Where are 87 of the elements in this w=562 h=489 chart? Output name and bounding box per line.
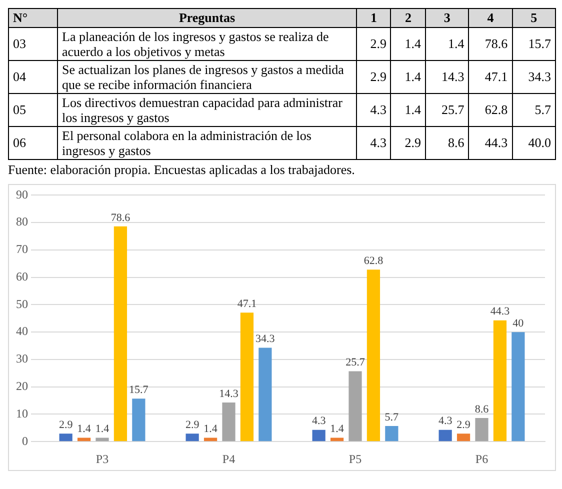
data-label: 14.3 <box>219 388 239 400</box>
bar <box>114 226 128 442</box>
data-label: 1.4 <box>425 28 469 60</box>
y-axis-title: Preguntas <box>58 8 356 28</box>
y-tick-label: 50 <box>16 296 28 311</box>
x-tick-label: 5 <box>512 8 556 28</box>
data-label: 40 <box>512 317 524 330</box>
data-label: 34.3 <box>512 60 556 94</box>
data-label: 44.3 <box>468 126 512 160</box>
y-tick-label: La planeación de los ingresos y gastos se realiza de acuerdo a los objetivos y metas <box>58 28 356 60</box>
bar <box>258 348 272 442</box>
bar <box>186 434 199 442</box>
y-tick-label: 0 <box>22 434 28 448</box>
bar <box>59 434 72 442</box>
x-tick-label: P5 <box>348 452 362 466</box>
data-label: 4.3 <box>312 415 326 428</box>
data-label: 15.7 <box>512 28 556 60</box>
data-label: 2.9 <box>390 126 426 160</box>
bar <box>132 398 146 442</box>
data-label: 8.6 <box>474 403 490 416</box>
y-tick-label: El personal colabora en la administración de los ingresos y gastos <box>58 126 356 160</box>
x-tick-label: P6 <box>475 452 488 466</box>
data-label: 44.3 <box>490 306 510 318</box>
data-label: 15.7 <box>129 384 149 396</box>
bar <box>240 312 254 442</box>
data-label: 2.9 <box>356 28 391 60</box>
y-tick-label: 40 <box>16 324 28 338</box>
data-label: 25.7 <box>346 356 366 369</box>
data-label: 1.4 <box>390 60 426 94</box>
x-tick-label: P3 <box>96 452 109 466</box>
data-label: 4.3 <box>356 94 391 126</box>
data-label: 78.6 <box>468 28 512 60</box>
y-tick-label: 10 <box>16 406 28 420</box>
y2-axis-title: N° <box>8 8 58 28</box>
data-label: 62.8 <box>468 94 512 126</box>
y-tick-label: 90 <box>16 187 28 202</box>
y2-tick-label: 05 <box>8 94 58 126</box>
bar <box>312 430 326 442</box>
x-tick-label: 4 <box>468 8 512 28</box>
data-label: 5.7 <box>384 411 400 424</box>
data-label: 1.4 <box>95 423 110 436</box>
x-tick-label: P4 <box>222 452 236 466</box>
bar <box>348 371 362 442</box>
y2-tick-label: 04 <box>8 60 58 94</box>
source-note: Fuente: elaboración propia. Encuestas aplicadas a los trabajadores. <box>8 162 356 178</box>
data-label: 34.3 <box>256 333 276 346</box>
y2-tick-label: 03 <box>8 28 58 60</box>
data-label: 2.9 <box>185 419 200 432</box>
data-label: 14.3 <box>425 60 469 94</box>
bar <box>222 402 236 442</box>
data-label: 4.3 <box>438 415 453 428</box>
y-tick-label: 20 <box>16 379 28 393</box>
data-label: 1.4 <box>390 28 426 60</box>
data-label: 62.8 <box>364 255 384 268</box>
data-label: 1.4 <box>77 423 92 436</box>
x-tick-label: 1 <box>356 8 391 28</box>
data-label: 2.9 <box>456 419 471 432</box>
y-tick-label: Se actualizan los planes de ingresos y gastos a medida que se recibe información financiera <box>58 60 356 94</box>
x-tick-label: 3 <box>425 8 469 28</box>
y2-tick-label: 06 <box>8 126 58 160</box>
bar <box>456 434 470 442</box>
data-label: 2.9 <box>356 60 391 94</box>
data-label: 5.7 <box>512 94 556 126</box>
y-tick-label: 60 <box>16 269 28 284</box>
y-tick-label: 80 <box>16 214 28 229</box>
data-label: 47.1 <box>468 60 512 94</box>
data-label: 8.6 <box>425 126 469 160</box>
data-label: 78.6 <box>110 212 131 224</box>
bar <box>475 418 488 442</box>
bar <box>385 426 398 442</box>
y-tick-label: 30 <box>16 352 28 366</box>
data-label: 1.4 <box>330 423 344 436</box>
data-label: 47.1 <box>237 298 257 310</box>
bar <box>512 332 525 442</box>
data-label: 1.4 <box>204 423 218 436</box>
x-tick-label: 2 <box>390 8 426 28</box>
data-label: 2.9 <box>58 419 74 432</box>
y-tick-label: 70 <box>16 242 28 256</box>
bar <box>96 438 109 442</box>
data-label: 1.4 <box>390 94 426 126</box>
bar <box>366 270 380 442</box>
data-label: 40.0 <box>512 126 556 160</box>
y-tick-label: Los directivos demuestran capacidad para administrar los ingresos y gastos <box>58 94 356 126</box>
data-label: 25.7 <box>425 94 469 126</box>
data-label: 4.3 <box>356 126 391 160</box>
bar <box>438 430 452 442</box>
bar <box>493 320 507 442</box>
